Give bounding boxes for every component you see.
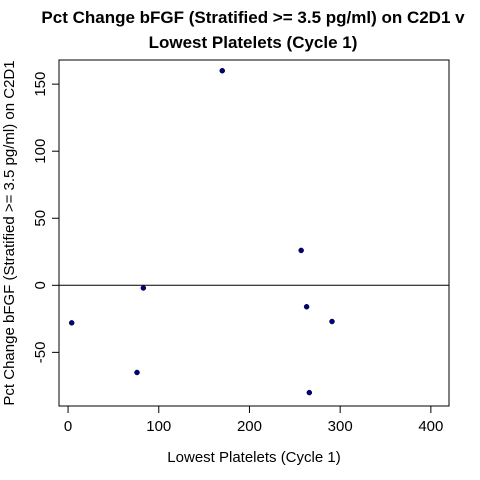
chart-title-line-1: Pct Change bFGF (Stratified >= 3.5 pg/ml… [41,8,465,27]
data-point [134,369,140,376]
y-axis-label: Pct Change bFGF (Stratified >= 3.5 pg/ml… [1,60,18,405]
y-tick-label: -50 [32,342,49,364]
x-tick-label: 200 [237,418,262,435]
chart-title-line-2: Lowest Platelets (Cycle 1) [149,33,358,52]
data-points [68,67,335,396]
data-point [303,304,310,310]
data-point [68,320,75,326]
y-tick-label: 100 [32,139,49,164]
data-point [306,389,313,396]
x-tick-label: 300 [328,418,353,435]
x-tick-label: 400 [418,418,443,435]
x-axis-label: Lowest Platelets (Cycle 1) [167,449,340,466]
y-tick-label: 150 [32,72,49,97]
y-tick-label: 50 [32,210,49,227]
plot-frame [58,59,450,407]
x-tick-label: 0 [64,418,72,435]
data-point [140,285,147,291]
x-tick-label: 100 [146,418,171,435]
data-point [329,318,335,325]
y-tick-label: 0 [32,281,49,289]
data-point [219,67,226,74]
y-axis: -50 0 50 100 150 [32,72,60,364]
x-axis: 0 100 200 300 400 [64,405,443,435]
data-point [298,247,304,254]
